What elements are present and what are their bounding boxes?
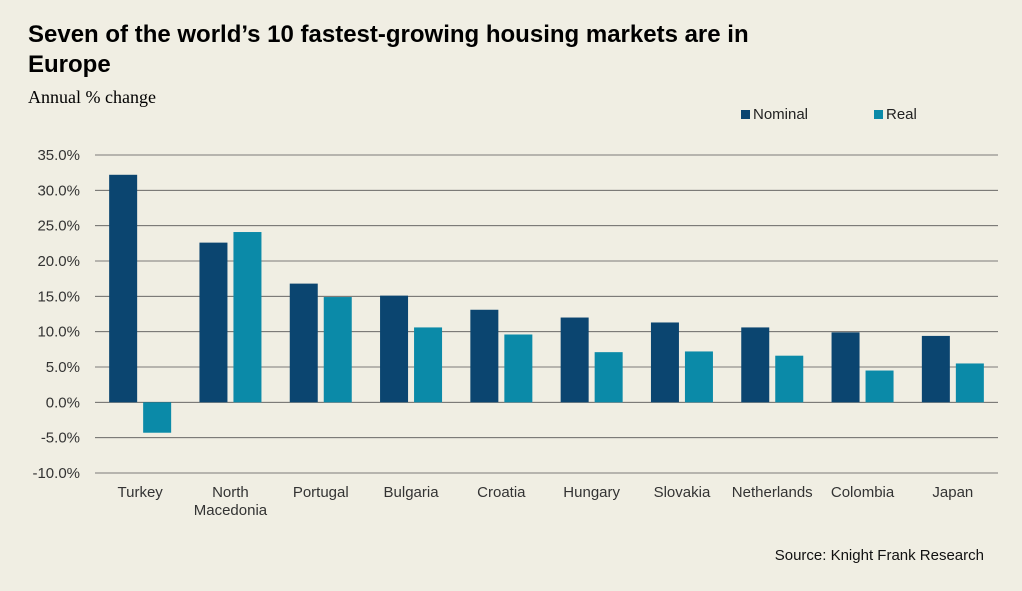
x-category-label-line: Japan xyxy=(932,484,973,501)
legend-label-nominal: Nominal xyxy=(753,106,809,123)
legend-label-real: Real xyxy=(886,106,917,123)
x-category-label: Portugal xyxy=(293,484,349,501)
x-category-label: Colombia xyxy=(831,484,895,501)
bar-nominal-hungary xyxy=(560,317,589,403)
bar-nominal-turkey xyxy=(109,174,138,403)
y-tick-label: 20.0% xyxy=(37,253,80,270)
x-category-label-line: Colombia xyxy=(831,484,895,501)
bar-real-north-macedonia xyxy=(233,232,262,403)
y-tick-label: 15.0% xyxy=(37,288,80,305)
bar-real-colombia xyxy=(865,370,894,403)
bar-nominal-bulgaria xyxy=(380,295,409,403)
legend-swatch-nominal xyxy=(741,110,750,119)
y-tick-label: -5.0% xyxy=(41,430,80,447)
bar-real-slovakia xyxy=(684,351,713,403)
x-category-label-line: Bulgaria xyxy=(384,484,440,501)
bar-nominal-slovakia xyxy=(650,322,679,403)
y-tick-label: 35.0% xyxy=(37,147,80,164)
y-tick-label: 25.0% xyxy=(37,218,80,235)
x-category-label-line: Portugal xyxy=(293,484,349,501)
x-category-label: Hungary xyxy=(563,484,620,501)
x-category-label-line: Netherlands xyxy=(732,484,813,501)
x-category-label: Bulgaria xyxy=(384,484,440,501)
bar-nominal-portugal xyxy=(289,283,318,403)
y-tick-label: 10.0% xyxy=(37,324,80,341)
bar-real-hungary xyxy=(594,352,623,403)
x-category-label-line: North xyxy=(212,484,249,501)
bar-nominal-netherlands xyxy=(741,327,770,403)
bar-real-japan xyxy=(955,363,984,403)
x-category-label: Slovakia xyxy=(654,484,711,501)
bar-real-netherlands xyxy=(775,355,804,403)
bar-nominal-japan xyxy=(921,335,950,403)
x-category-label: Turkey xyxy=(118,484,164,501)
bar-real-croatia xyxy=(504,334,533,403)
x-category-label: North Macedonia xyxy=(194,484,268,519)
legend-item-real: Real xyxy=(874,106,1007,123)
source-note: Source: Knight Frank Research xyxy=(774,547,984,564)
x-category-label-line: Macedonia xyxy=(194,502,268,519)
y-tick-label: 5.0% xyxy=(46,359,80,376)
x-category-label: Croatia xyxy=(477,484,526,501)
x-category-label-line: Hungary xyxy=(563,484,620,501)
y-tick-label: 0.0% xyxy=(46,394,80,411)
chart-title: Seven of the world’s 10 fastest-growing … xyxy=(28,21,749,78)
y-tick-label: 30.0% xyxy=(37,182,80,199)
bar-nominal-colombia xyxy=(831,332,860,403)
legend-swatch-real xyxy=(874,110,883,119)
x-category-label-line: Turkey xyxy=(118,484,164,501)
x-category-label: Japan xyxy=(932,484,973,501)
x-category-label: Netherlands xyxy=(732,484,813,501)
bar-real-portugal xyxy=(323,297,352,403)
bar-nominal-croatia xyxy=(470,309,499,403)
bar-real-turkey xyxy=(143,402,172,433)
chart-subtitle: Annual % change xyxy=(28,87,156,107)
legend: Nominal Real xyxy=(741,106,1007,123)
bar-nominal-north-macedonia xyxy=(199,242,228,403)
x-category-label-line: Croatia xyxy=(477,484,526,501)
x-category-label-line: Slovakia xyxy=(654,484,711,501)
legend-item-nominal: Nominal xyxy=(741,106,874,123)
y-tick-label: -10.0% xyxy=(32,465,80,482)
bar-real-bulgaria xyxy=(414,327,443,403)
